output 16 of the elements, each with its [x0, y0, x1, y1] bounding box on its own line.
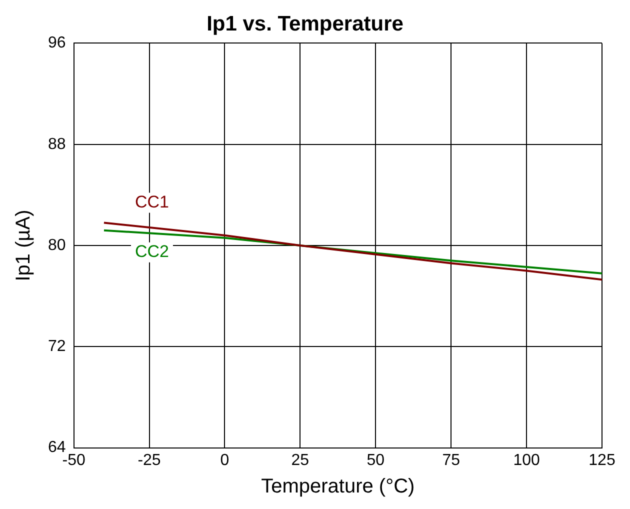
x-tick-label: 125 [588, 452, 616, 469]
x-tick-label: 75 [442, 452, 460, 469]
y-tick-label: 88 [48, 136, 66, 153]
x-tick-label: 25 [291, 452, 310, 469]
x-tick-label: 50 [366, 452, 385, 469]
x-tick-label: 100 [513, 452, 540, 469]
x-tick-label: 0 [220, 452, 230, 469]
y-axis-title: Ip1 (µA) [12, 210, 35, 282]
x-axis-title: Temperature (°C) [261, 476, 415, 498]
x-tick-label: -25 [138, 452, 161, 469]
y-tick-label: 80 [48, 236, 66, 254]
chart-title: Ip1 vs. Temperature [206, 12, 404, 36]
y-tick-label: 72 [48, 338, 66, 356]
series-label: CC2 [134, 242, 169, 262]
series-label: CC1 [134, 192, 169, 212]
y-tick-label: 96 [48, 34, 66, 52]
